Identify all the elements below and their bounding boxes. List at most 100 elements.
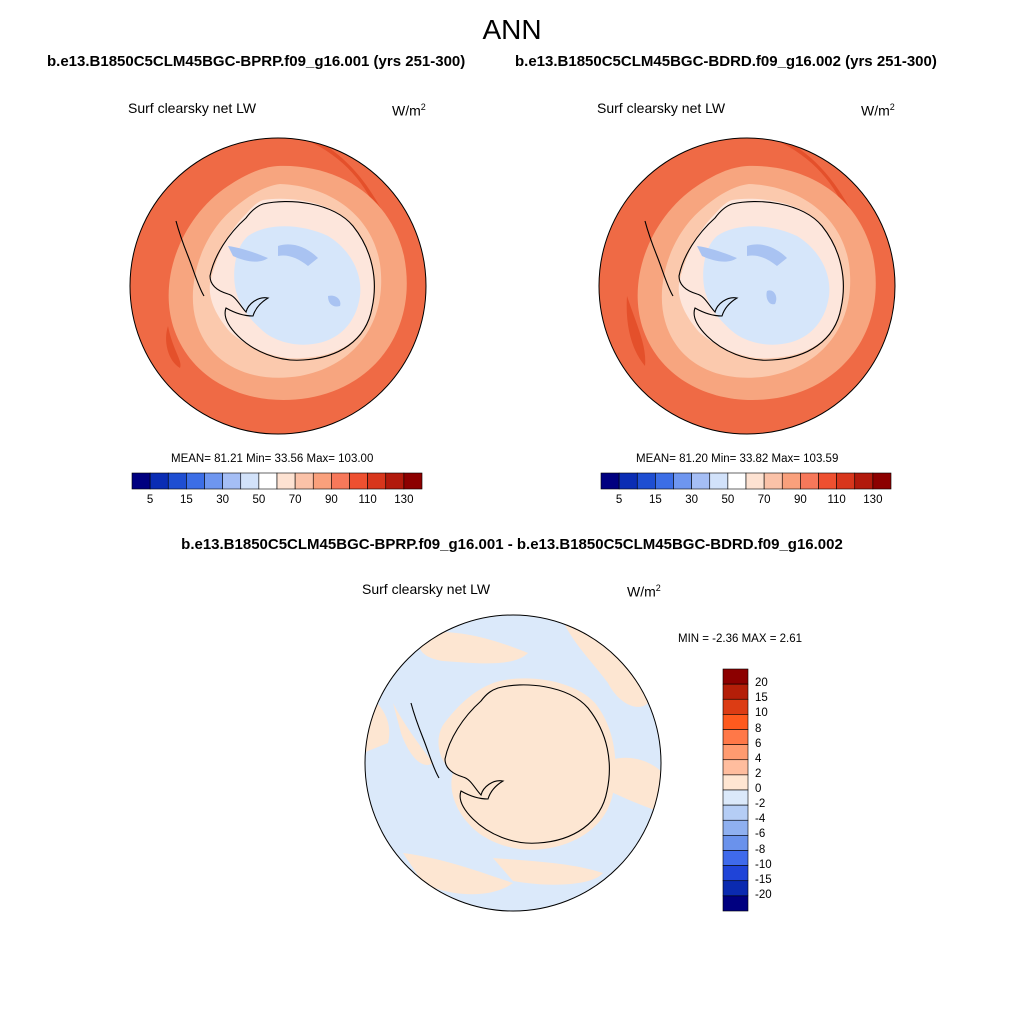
right-warm-patch-west bbox=[626, 296, 646, 366]
left-case-title: b.e13.B1850C5CLM45BGC-BPRP.f09_g16.001 (… bbox=[47, 53, 466, 70]
right-colorbar-box bbox=[836, 472, 856, 490]
right-colorbar-box bbox=[709, 472, 729, 490]
diff-colorbar-label: -20 bbox=[755, 888, 772, 901]
left-panel-variable: Surf clearsky net LW bbox=[128, 100, 257, 116]
right-coastline bbox=[644, 200, 844, 361]
diff-colorbar-label: 8 bbox=[755, 722, 762, 735]
diff-colorbar-label: 0 bbox=[755, 783, 762, 795]
diff-colorbar-box bbox=[722, 835, 749, 851]
diff-positive-patch-east bbox=[603, 757, 661, 813]
diff-colorbar-labels: 20 15 10 8 6 4 2 0 -2 -4 -6 -8 -10 -15 -20 bbox=[752, 669, 792, 911]
left-colorbar-box bbox=[312, 472, 332, 490]
right-colorbar-label: 50 bbox=[721, 494, 735, 506]
diff-colorbar-box bbox=[722, 774, 749, 791]
right-case-title: b.e13.B1850C5CLM45BGC-BDRD.f09_g16.002 (… bbox=[515, 53, 937, 70]
left-colorbar-box bbox=[240, 472, 260, 490]
diff-colorbar-box bbox=[722, 850, 749, 866]
page-title: ANN bbox=[482, 14, 542, 45]
left-colorbar-box bbox=[258, 472, 278, 490]
diff-colorbar-box bbox=[722, 698, 749, 715]
diff-colorbar-label: 10 bbox=[755, 707, 768, 720]
diff-colorbar-label: 15 bbox=[755, 692, 768, 705]
left-colorbar-box bbox=[186, 472, 205, 490]
right-panel-variable: Surf clearsky net LW bbox=[597, 100, 726, 116]
diff-polar-map bbox=[364, 614, 662, 912]
right-colorbar-label: 110 bbox=[827, 494, 846, 506]
diff-colorbar-label: -15 bbox=[755, 873, 772, 886]
left-colorbar bbox=[131, 472, 423, 490]
right-colorbar-label: 130 bbox=[863, 494, 883, 506]
left-ice-sheet-colder-2 bbox=[328, 295, 341, 307]
diff-colorbar-label: 2 bbox=[755, 767, 762, 780]
diff-map-border bbox=[364, 614, 662, 912]
diff-colorbar bbox=[722, 668, 749, 912]
right-colorbar-box bbox=[600, 472, 620, 490]
diff-colorbar-label: -4 bbox=[755, 813, 766, 826]
right-colorbar-label: 5 bbox=[615, 494, 623, 506]
diff-colorbar-label: 20 bbox=[755, 677, 768, 690]
right-colorbar-box bbox=[854, 472, 874, 490]
diff-colorbar-box bbox=[722, 895, 749, 912]
left-panel-units: W/m2 bbox=[392, 102, 426, 119]
right-colorbar-box bbox=[745, 472, 765, 490]
diff-positive-patch-south bbox=[403, 853, 513, 895]
right-ice-sheet-colder-1 bbox=[747, 244, 787, 266]
left-colorbar-box bbox=[403, 472, 423, 490]
diff-positive-patch-southeast bbox=[493, 858, 603, 885]
left-warm-patch-west bbox=[166, 326, 181, 368]
diff-units-exp: 2 bbox=[655, 583, 661, 593]
diff-colorbar-label: -2 bbox=[755, 798, 766, 811]
diff-colorbar-label: -8 bbox=[755, 843, 766, 856]
right-ice-sheet-colder-2 bbox=[766, 290, 777, 305]
left-colorbar-box bbox=[294, 472, 314, 490]
diff-colorbar-box bbox=[722, 804, 749, 821]
right-colorbar-box bbox=[800, 472, 819, 490]
left-colorbar-box bbox=[167, 472, 187, 490]
left-colorbar-box bbox=[385, 472, 405, 490]
left-polar-map bbox=[129, 137, 427, 435]
diff-colorbar-box bbox=[722, 759, 749, 776]
diff-positive-patch-northeast bbox=[563, 621, 648, 707]
right-units-base: W/m bbox=[861, 102, 890, 119]
left-ice-sheet-cold bbox=[234, 226, 361, 345]
right-colorbar-box bbox=[818, 472, 837, 490]
left-stats: MEAN= 81.21 Min= 33.56 Max= 103.00 bbox=[171, 453, 374, 465]
left-colorbar-label: 110 bbox=[358, 494, 377, 506]
diff-colorbar-box bbox=[722, 729, 749, 745]
left-coastline bbox=[175, 200, 375, 361]
left-ice-sheet-colder-1 bbox=[278, 244, 318, 266]
diff-units-base: W/m bbox=[627, 583, 656, 600]
right-ice-shelf-west bbox=[697, 246, 737, 262]
left-map-border bbox=[129, 137, 427, 435]
diff-coastline bbox=[410, 684, 610, 844]
left-colorbar-box bbox=[131, 472, 151, 490]
left-colorbar-box bbox=[222, 472, 242, 490]
left-colorbar-box bbox=[331, 472, 350, 490]
left-colorbar-box bbox=[276, 472, 296, 490]
diff-colorbar-label: 6 bbox=[755, 737, 762, 750]
right-colorbar-box bbox=[636, 472, 656, 490]
diff-stats: MIN = -2.36 MAX = 2.61 bbox=[678, 633, 803, 645]
diff-colorbar-box bbox=[722, 744, 749, 761]
right-colorbar-labels: 5 15 30 50 70 90 110 130 bbox=[601, 494, 891, 510]
left-colorbar-label: 5 bbox=[146, 494, 154, 506]
right-ice-sheet-cold bbox=[703, 226, 830, 345]
left-colorbar-labels: 5 15 30 50 70 90 110 130 bbox=[132, 494, 422, 510]
diff-colorbar-box bbox=[722, 714, 749, 730]
left-units-exp: 2 bbox=[420, 102, 426, 112]
right-panel-units: W/m2 bbox=[861, 102, 895, 119]
diff-colorbar-box bbox=[722, 683, 749, 700]
diff-colorbar-box bbox=[722, 865, 749, 882]
left-colorbar-label: 30 bbox=[216, 494, 230, 506]
right-colorbar-box bbox=[655, 472, 674, 490]
left-ice-shelf-west bbox=[228, 246, 268, 262]
right-colorbar-box bbox=[618, 472, 638, 490]
left-colorbar-label: 90 bbox=[324, 494, 338, 506]
right-colorbar bbox=[600, 472, 892, 490]
left-colorbar-box bbox=[349, 472, 368, 490]
left-colorbar-label: 70 bbox=[288, 494, 302, 506]
left-colorbar-label: 15 bbox=[179, 494, 193, 506]
left-units-base: W/m bbox=[392, 102, 421, 119]
right-colorbar-box bbox=[673, 472, 692, 490]
diff-colorbar-box bbox=[722, 789, 749, 806]
